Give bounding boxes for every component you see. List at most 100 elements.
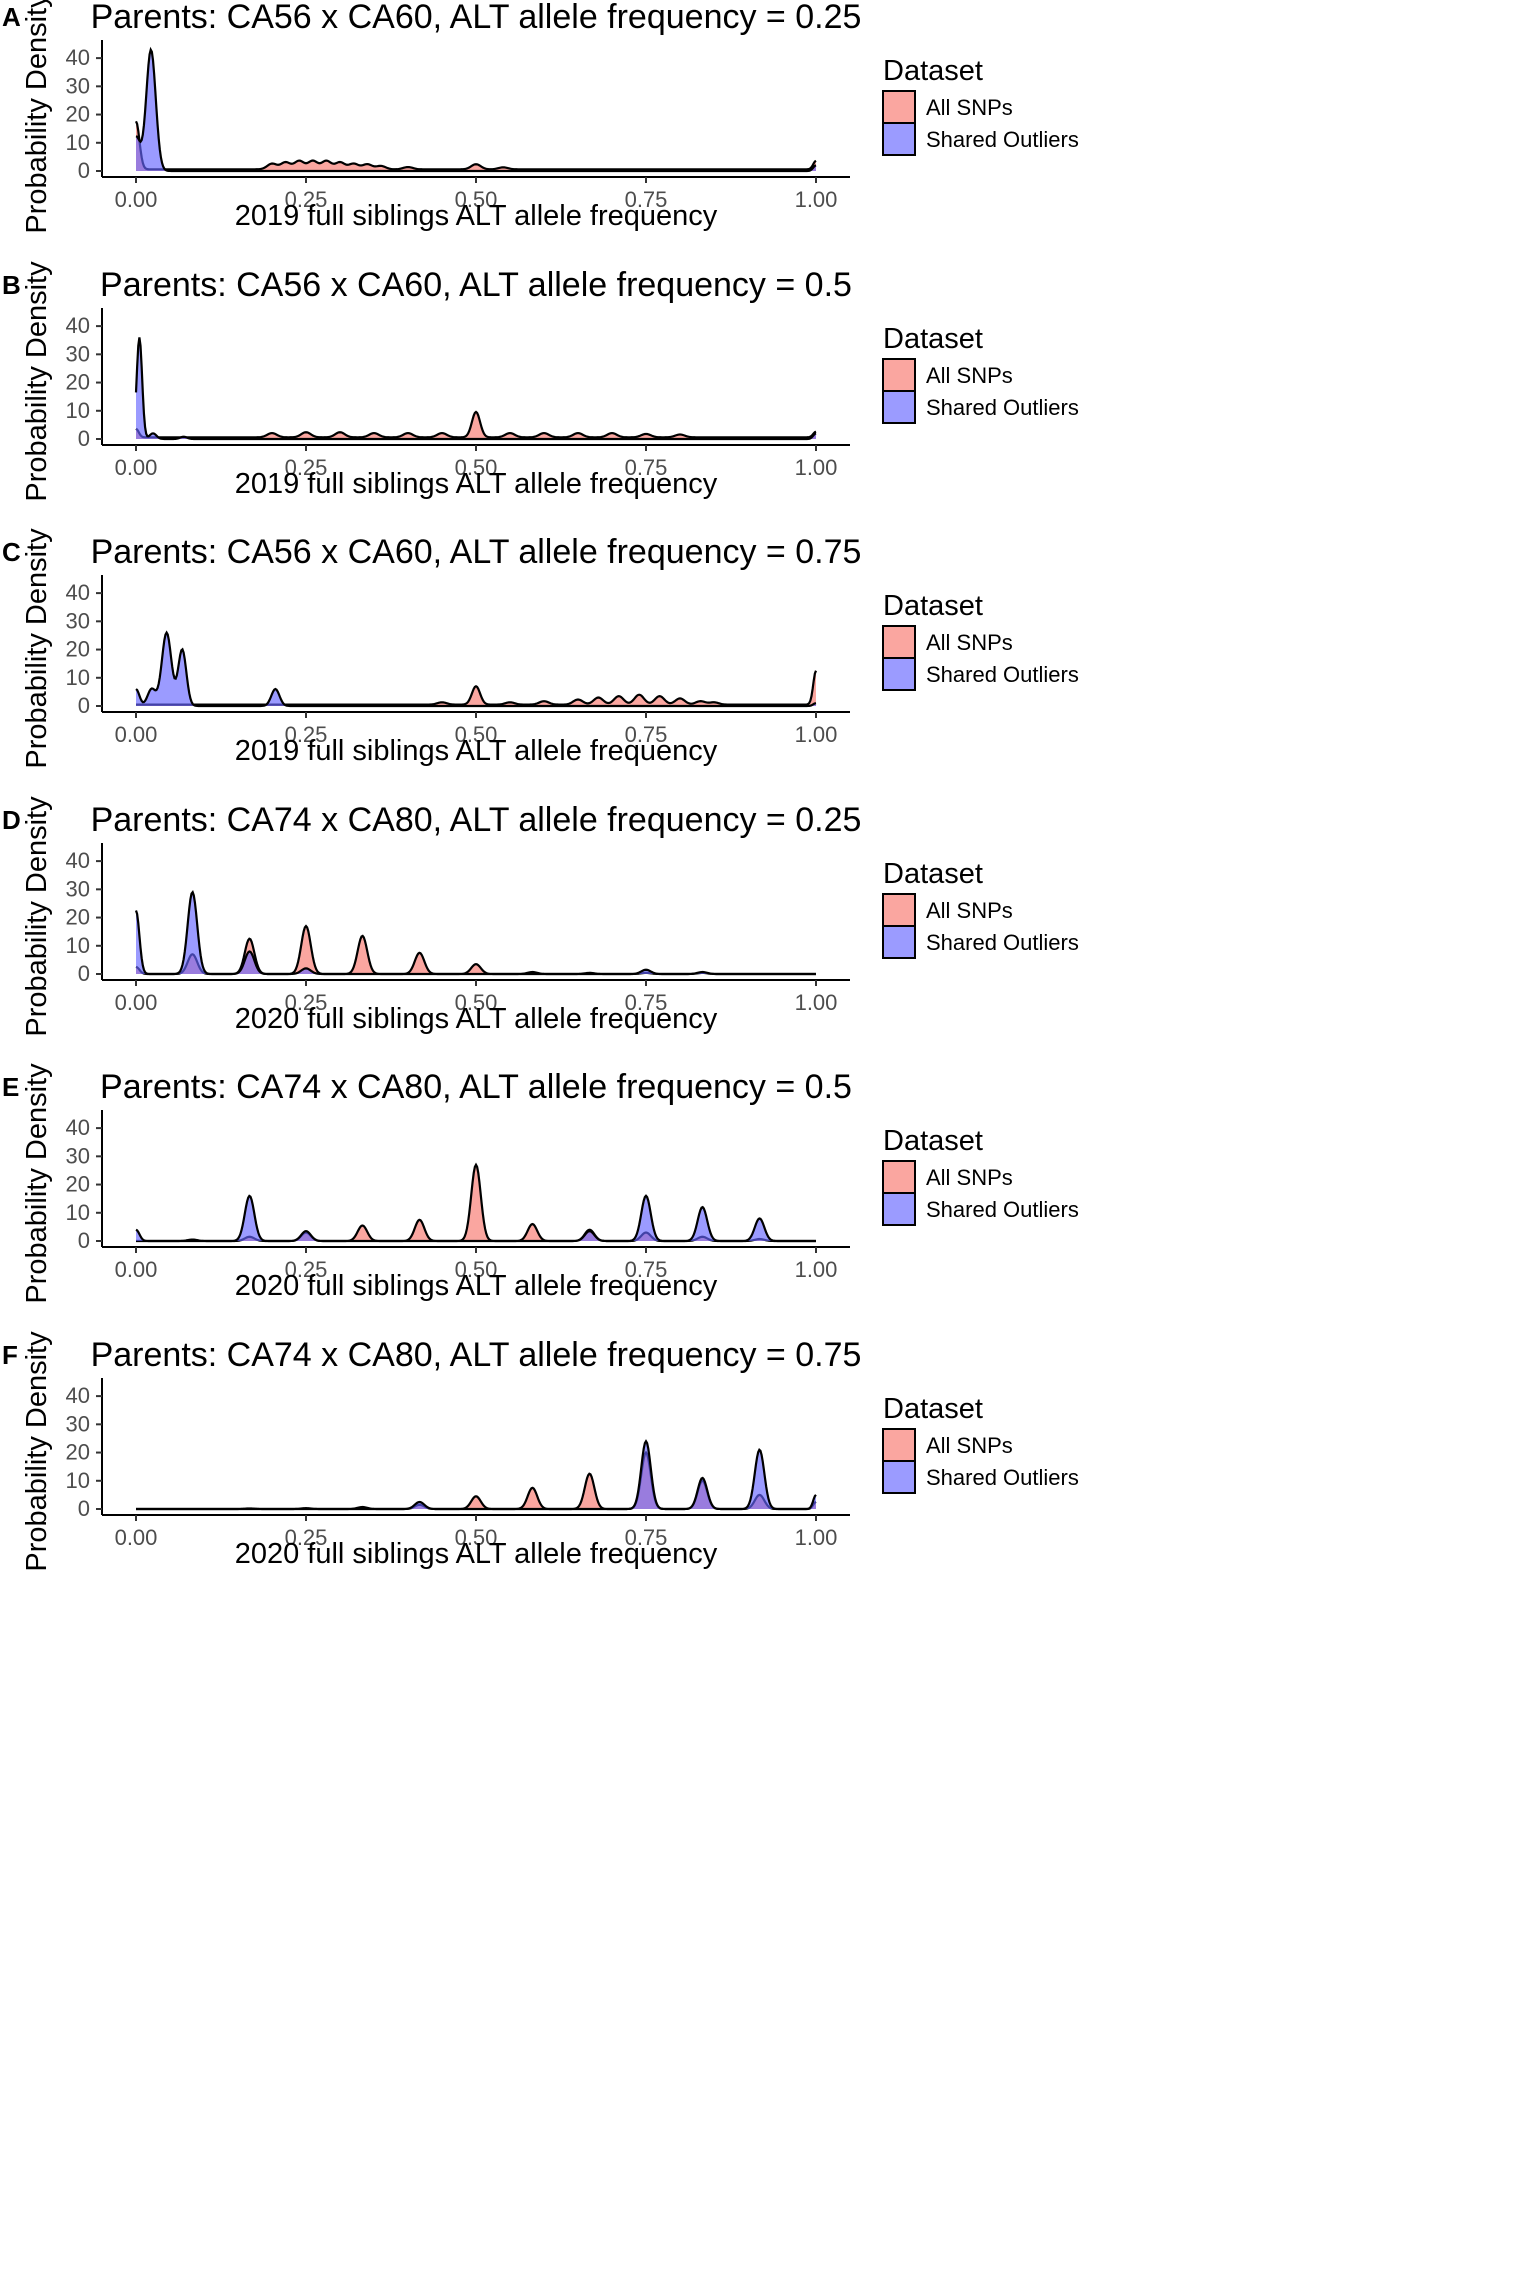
density-line-all-snps	[135, 410, 817, 439]
y-tick-label: 0	[78, 693, 90, 718]
y-tick-label: 20	[66, 1440, 90, 1465]
legend-label-shared-outliers: Shared Outliers	[926, 662, 1079, 687]
x-tick-label: 0.00	[115, 722, 158, 747]
x-tick-label: 1.00	[795, 722, 838, 747]
x-axis-title: 2019 full siblings ALT allele frequency	[235, 468, 718, 500]
density-area-all-snps	[136, 1452, 816, 1509]
y-tick-label: 30	[66, 609, 90, 634]
y-tick-label: 20	[66, 102, 90, 127]
chart-svg: B Parents: CA56 x CA60, ALT allele freque…	[2, 261, 1079, 502]
density-line-all-snps	[136, 670, 818, 706]
x-tick-label: 1.00	[795, 187, 838, 212]
legend-key-shared-outliers	[882, 657, 916, 692]
density-area-shared-outliers	[136, 1196, 816, 1242]
x-axis-title: 2020 full siblings ALT allele frequency	[235, 1538, 718, 1570]
x-tick-label: 0.00	[115, 1257, 158, 1282]
y-tick-label: 10	[66, 397, 90, 422]
x-tick-label: 0.50	[455, 1525, 498, 1550]
chart-panel-f: F Parents: CA74 x CA80, ALT allele freque…	[0, 1331, 1519, 1728]
legend-key-shared-outliers	[882, 122, 916, 156]
chart-svg: E Parents: CA74 x CA80, ALT allele freque…	[2, 1063, 1079, 1304]
legend-key-all-snps	[882, 357, 916, 392]
legend-label-shared-outliers: Shared Outliers	[926, 930, 1079, 955]
panel-letter: C	[2, 537, 21, 567]
x-tick-label: 1.00	[795, 455, 838, 480]
x-tick-label: 0.75	[625, 455, 668, 480]
chart-title: Parents: CA74 x CA80, ALT allele frequen…	[100, 1068, 852, 1106]
y-tick-label: 30	[66, 1144, 90, 1169]
density-area-all-snps	[136, 1165, 816, 1242]
legend-label-all-snps: All SNPs	[926, 630, 1013, 655]
legend-label-all-snps: All SNPs	[926, 1433, 1013, 1458]
legend-key-all-snps	[882, 1160, 916, 1195]
y-tick-label: 30	[66, 876, 90, 901]
chart-svg: C Parents: CA56 x CA60, ALT allele freque…	[2, 528, 1079, 769]
y-axis-title: Probability Density	[21, 1331, 53, 1572]
density-area-shared-outliers	[136, 892, 816, 974]
density-area-shared-outliers	[136, 49, 816, 172]
y-tick-label: 40	[66, 1116, 90, 1141]
x-tick-label: 1.00	[795, 1525, 838, 1550]
y-tick-label: 40	[66, 1383, 90, 1408]
x-tick-label: 0.00	[115, 187, 158, 212]
x-tick-label: 0.25	[285, 455, 328, 480]
legend-label-all-snps: All SNPs	[926, 1165, 1013, 1190]
density-area-all-snps	[136, 670, 816, 707]
y-tick-label: 30	[66, 73, 90, 98]
x-tick-label: 0.75	[625, 187, 668, 212]
legend-key-shared-outliers	[882, 389, 916, 424]
panel-letter: D	[2, 805, 21, 835]
y-tick-label: 10	[66, 933, 90, 958]
y-tick-label: 40	[66, 580, 90, 605]
x-axis-title: 2020 full siblings ALT allele frequency	[235, 1270, 718, 1302]
legend-key-shared-outliers	[882, 924, 916, 959]
x-tick-label: 0.50	[455, 187, 498, 212]
chart-title: Parents: CA74 x CA80, ALT allele frequen…	[91, 801, 862, 839]
density-line-shared-outliers	[134, 889, 816, 975]
legend: Dataset All SNPs Shared Outliers	[882, 858, 1079, 959]
chart-title: Parents: CA74 x CA80, ALT allele frequen…	[91, 1336, 862, 1374]
y-tick-label: 20	[66, 1172, 90, 1197]
chart-title: Parents: CA56 x CA60, ALT allele frequen…	[91, 0, 862, 36]
x-tick-label: 0.75	[625, 990, 668, 1015]
x-tick-label: 0.75	[625, 1257, 668, 1282]
y-tick-label: 20	[66, 637, 90, 662]
chart-panel-a: A Parents: CA56 x CA60, ALT allele freque…	[0, 0, 1519, 390]
x-tick-label: 0.75	[625, 722, 668, 747]
y-tick-label: 40	[66, 45, 90, 70]
panel-letter: B	[2, 270, 21, 300]
y-tick-label: 30	[66, 1411, 90, 1436]
legend-key-shared-outliers	[882, 1192, 916, 1227]
y-axis-title: Probability Density	[21, 1063, 53, 1304]
y-tick-label: 0	[78, 1496, 90, 1521]
y-tick-label: 10	[66, 130, 90, 155]
density-line-all-snps	[134, 120, 817, 171]
x-tick-label: 0.25	[285, 1257, 328, 1282]
legend-label-shared-outliers: Shared Outliers	[926, 127, 1079, 152]
density-line-shared-outliers	[135, 630, 817, 708]
x-axis-title: 2019 full siblings ALT allele frequency	[235, 735, 718, 767]
x-tick-label: 0.25	[285, 722, 328, 747]
legend: Dataset All SNPs Shared Outliers	[882, 590, 1079, 692]
legend-title: Dataset	[883, 1393, 983, 1425]
legend-key-all-snps	[882, 892, 916, 927]
chart-panel-d: D Parents: CA74 x CA80, ALT allele freque…	[0, 796, 1519, 1193]
legend-key-all-snps	[882, 1428, 916, 1462]
y-axis-title: Probability Density	[21, 796, 53, 1037]
legend-key-all-snps	[882, 625, 916, 660]
y-tick-label: 0	[78, 961, 90, 986]
x-tick-label: 0.25	[285, 990, 328, 1015]
density-area-all-snps	[136, 925, 816, 974]
density-line-shared-outliers	[135, 1194, 816, 1243]
y-tick-label: 10	[66, 665, 90, 690]
legend-label-all-snps: All SNPs	[926, 898, 1013, 923]
x-tick-label: 0.25	[285, 187, 328, 212]
density-line-shared-outliers	[136, 1439, 817, 1511]
panel-letter: A	[2, 2, 21, 32]
x-tick-label: 0.75	[625, 1525, 668, 1550]
x-tick-label: 0.25	[285, 1525, 328, 1550]
y-tick-label: 40	[66, 848, 90, 873]
chart-panel-c: C Parents: CA56 x CA60, ALT allele freque…	[0, 528, 1519, 925]
y-tick-label: 30	[66, 341, 90, 366]
